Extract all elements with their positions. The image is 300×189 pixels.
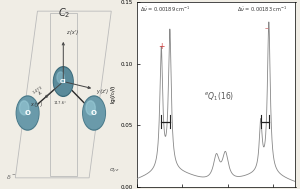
Circle shape: [54, 68, 72, 95]
Text: $\Delta\tilde{\nu}$ = 0.00183 cm$^{-1}$: $\Delta\tilde{\nu}$ = 0.00183 cm$^{-1}$: [237, 4, 287, 14]
Text: x (y'): x (y'): [30, 102, 42, 107]
Circle shape: [16, 96, 39, 130]
Text: $^eQ_1(16)$: $^eQ_1(16)$: [203, 91, 234, 103]
Text: $C_2$: $C_2$: [58, 7, 71, 20]
Text: $\delta^-$: $\delta^-$: [6, 173, 16, 181]
Text: z (x'): z (x'): [66, 30, 78, 35]
Text: O: O: [25, 110, 31, 116]
Circle shape: [84, 97, 104, 129]
Circle shape: [86, 101, 95, 115]
Text: –: –: [264, 24, 268, 33]
Circle shape: [57, 72, 64, 83]
Text: O: O: [91, 110, 97, 116]
Circle shape: [53, 67, 73, 96]
Circle shape: [17, 97, 38, 129]
Y-axis label: $\lg(I_0/I)$: $\lg(I_0/I)$: [109, 85, 118, 104]
Text: Cl: Cl: [60, 79, 67, 84]
Circle shape: [20, 101, 29, 115]
Text: $\Delta\tilde{\nu}$ = 0.00189 cm$^{-1}$: $\Delta\tilde{\nu}$ = 0.00189 cm$^{-1}$: [140, 4, 190, 14]
Text: 117.6°: 117.6°: [54, 101, 67, 105]
Text: 1.473
Å: 1.473 Å: [32, 85, 46, 98]
Text: y (z'): y (z'): [96, 89, 108, 94]
Circle shape: [83, 96, 105, 130]
Text: $\sigma_{yz}$: $\sigma_{yz}$: [109, 167, 120, 176]
Text: +: +: [158, 42, 164, 51]
